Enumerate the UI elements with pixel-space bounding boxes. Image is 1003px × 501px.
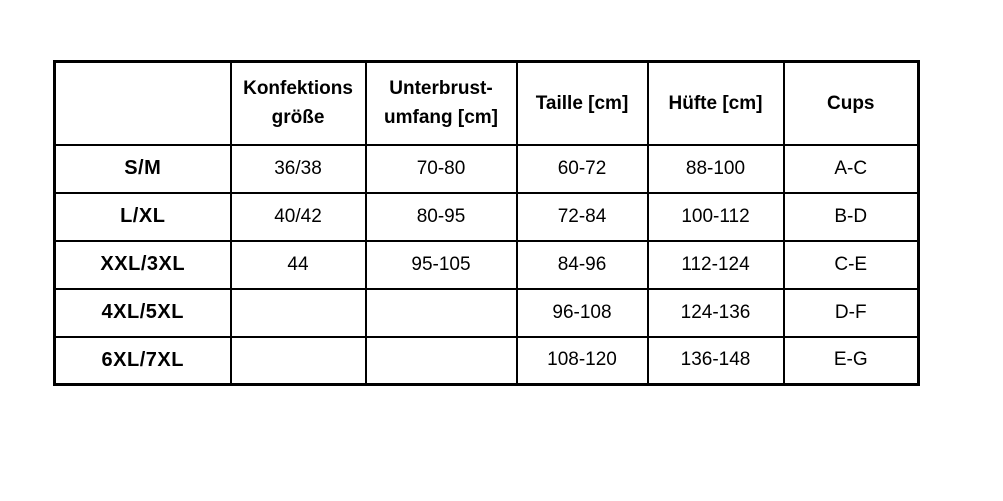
taille-cell: 84-96 (515, 239, 649, 290)
table-row-sm: S/M 36/38 70-80 60-72 88-100 A-C (53, 143, 920, 194)
table-row-lxl: L/XL 40/42 80-95 72-84 100-112 B-D (53, 191, 920, 242)
unterbrust-cell (364, 335, 518, 386)
table-row-6xl7xl: 6XL/7XL 108-120 136-148 E-G (53, 335, 920, 386)
konfektion-cell: 44 (229, 239, 367, 290)
cups-cell: D-F (782, 287, 920, 338)
size-cell: XXL/3XL (53, 239, 232, 290)
size-cell: 6XL/7XL (53, 335, 232, 386)
header-konfektion-line1: Konfektions (243, 77, 353, 99)
taille-cell: 72-84 (515, 191, 649, 242)
table-row-xxl3xl: XXL/3XL 44 95-105 84-96 112-124 C-E (53, 239, 920, 290)
header-cell-taille: Taille [cm] (515, 60, 649, 146)
header-cell-konfektionsgroesse: Konfektions größe (229, 60, 367, 146)
size-chart-table: Konfektions größe Unterbrust- umfang [cm… (53, 60, 920, 386)
table-header-row: Konfektions größe Unterbrust- umfang [cm… (53, 60, 920, 146)
konfektion-cell (229, 335, 367, 386)
cups-cell: A-C (782, 143, 920, 194)
header-unterbrust-line2: umfang [cm] (384, 107, 498, 129)
header-cell-cups: Cups (782, 60, 920, 146)
unterbrust-cell: 80-95 (364, 191, 518, 242)
huefte-cell: 100-112 (646, 191, 785, 242)
size-cell: 4XL/5XL (53, 287, 232, 338)
size-cell: S/M (53, 143, 232, 194)
konfektion-cell (229, 287, 367, 338)
taille-cell: 108-120 (515, 335, 649, 386)
taille-cell: 96-108 (515, 287, 649, 338)
table-row-4xl5xl: 4XL/5XL 96-108 124-136 D-F (53, 287, 920, 338)
huefte-cell: 136-148 (646, 335, 785, 386)
header-cell-huefte: Hüfte [cm] (646, 60, 785, 146)
header-konfektion-line2: größe (271, 107, 325, 129)
konfektion-cell: 36/38 (229, 143, 367, 194)
huefte-cell: 88-100 (646, 143, 785, 194)
konfektion-cell: 40/42 (229, 191, 367, 242)
header-cell-corner (53, 60, 232, 146)
header-cell-unterbrustumfang: Unterbrust- umfang [cm] (364, 60, 518, 146)
header-unterbrust-line1: Unterbrust- (389, 77, 493, 99)
cups-cell: B-D (782, 191, 920, 242)
taille-cell: 60-72 (515, 143, 649, 194)
cups-cell: E-G (782, 335, 920, 386)
size-cell: L/XL (53, 191, 232, 242)
huefte-cell: 124-136 (646, 287, 785, 338)
cups-cell: C-E (782, 239, 920, 290)
unterbrust-cell (364, 287, 518, 338)
unterbrust-cell: 95-105 (364, 239, 518, 290)
unterbrust-cell: 70-80 (364, 143, 518, 194)
huefte-cell: 112-124 (646, 239, 785, 290)
